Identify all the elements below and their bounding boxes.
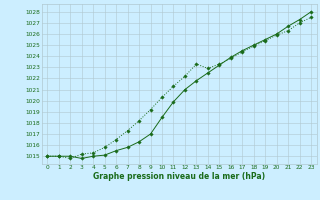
X-axis label: Graphe pression niveau de la mer (hPa): Graphe pression niveau de la mer (hPa) — [93, 172, 265, 181]
